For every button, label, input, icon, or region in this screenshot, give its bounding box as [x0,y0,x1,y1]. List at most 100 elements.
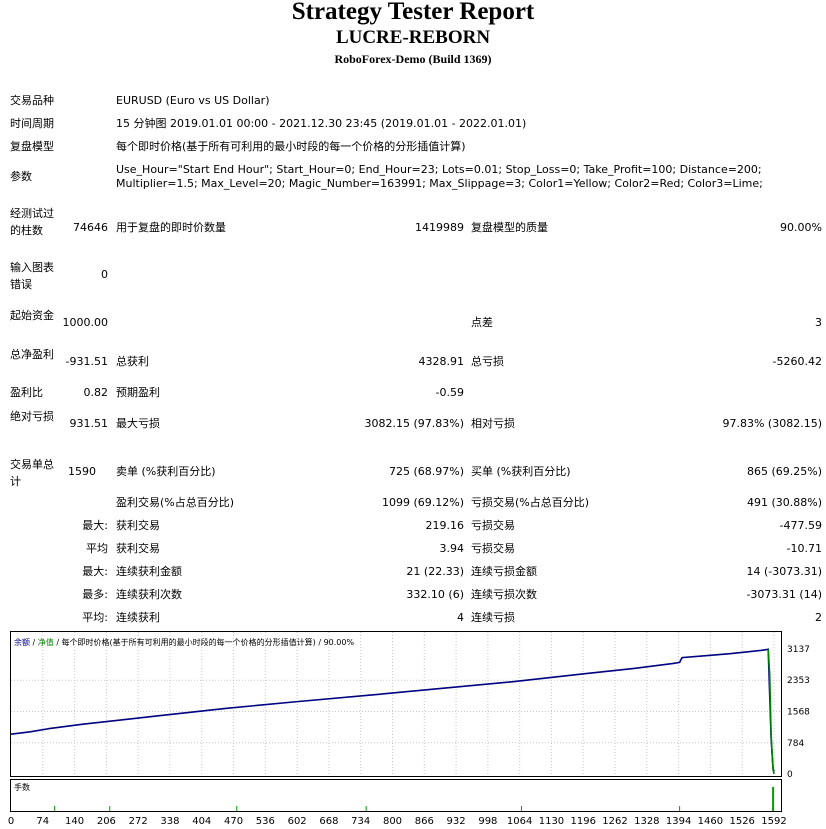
gross-profit-value: 4328.91 [418,355,465,368]
y-tick-label: 784 [787,739,804,749]
avg-prefix: 平均 [86,542,108,555]
spread-value: 3 [815,316,822,329]
avg-cons-loss-label: 连续亏损 [471,611,515,624]
pf-value: 0.82 [83,386,109,399]
x-tick-label: 536 [255,816,275,827]
x-tick-label: 932 [446,816,466,827]
quality-label: 复盘模型的质量 [471,221,548,234]
gross-loss-label: 总亏损 [471,355,504,368]
volume-label: 手数 [14,782,30,792]
x-tick-label: 602 [287,816,307,827]
ticks-label: 用于复盘的即时价数量 [116,221,226,234]
symbol-value: EURUSD (Euro vs US Dollar) [116,94,270,107]
params-line-1: Use_Hour="Start End Hour"; Start_Hour=0;… [116,163,762,176]
volume-bar [520,806,522,811]
legend-description: / 每个即时价格(基于所有可利用的最小时段的每一个价格的分形插值计算) / 90… [54,637,355,647]
x-tick-label: 272 [128,816,148,827]
quality-value: 90.00% [780,221,822,234]
long-value: 865 (69.25%) [746,465,822,478]
legend-equity: 净值 [38,637,54,647]
avg-loss-value: -10.71 [786,542,822,555]
volume-bar [54,806,56,811]
pf-label: 盈利比 [10,386,43,399]
avg-cons-win-label: 连续获利 [116,611,160,624]
short-label: 卖单 (%获利百分比) [116,465,216,478]
x-tick-label: 1328 [634,816,660,827]
win-value: 1099 (69.12%) [381,496,464,509]
rel-dd-value: 97.83% (3082.15) [722,417,822,430]
model-label: 复盘模型 [10,140,54,153]
deposit-value: 1000.00 [62,316,109,329]
x-tick-label: 206 [96,816,116,827]
y-tick-label: 0 [787,770,793,780]
spread-label: 点差 [471,316,493,329]
max-cons-win-value: 21 (22.33) [406,565,464,578]
avg-win-label: 获利交易 [116,542,160,555]
short-value: 725 (68.97%) [388,465,464,478]
bars-value: 74646 [73,221,108,234]
chart-grid [11,632,781,776]
params-label: 参数 [10,170,32,183]
most-cons-loss-value: -3073.31 (14) [746,588,822,601]
volume-bar [236,806,238,811]
trades-value: 1590 [68,465,96,478]
trades-label: 交易单总计 [10,458,54,488]
balance-equity-chart: 余额 / 净值 / 每个即时价格(基于所有可利用的最小时段的每一个价格的分形插值… [10,631,810,812]
max-dd-label: 最大亏损 [116,417,160,430]
most-cons-profit-label: 连续获利次数 [116,588,182,601]
params-line-2: Multiplier=1.5; Max_Level=20; Magic_Numb… [116,177,763,190]
net-label: 总净盈利 [10,348,54,361]
x-tick-label: 866 [414,816,434,827]
max-prefix: 最大: [82,565,108,578]
volume-bar [679,806,681,811]
most-cons-profit-value: 332.10 (6) [406,588,464,601]
legend-balance: 余额 [14,637,30,647]
y-tick-label: 2353 [787,676,810,686]
win-label: 盈利交易(%占总百分比) [116,496,235,509]
avg-win-value: 3.94 [439,542,465,555]
x-tick-label: 1196 [570,816,596,827]
x-tick-label: 338 [160,816,180,827]
payoff-label: 预期盈利 [116,386,160,399]
max-cons-loss-value: 14 (-3073.31) [746,565,822,578]
x-tick-label: 0 [7,816,15,827]
largest-win-value: 219.16 [425,519,465,532]
y-tick-label: 3137 [787,645,810,655]
max-cons-win-label: 连续获利金额 [116,565,182,578]
deposit-label: 起始资金 [10,309,54,322]
max-dd-value: 3082.15 (97.83%) [364,417,464,430]
chart-series [10,648,775,775]
model-value: 每个即时价格(基于所有可利用的最小时段的每一个价格的分形插值计算) [116,140,466,153]
period-label: 时间周期 [10,117,54,130]
server-name: RoboForex-Demo (Build 1369) [334,52,492,66]
x-tick-label: 734 [351,816,371,827]
x-tick-label: 800 [382,816,403,827]
x-tick-label: 1262 [602,816,628,827]
series-line [10,648,775,772]
report-title: Strategy Tester Report [291,0,535,25]
long-label: 买单 (%获利百分比) [471,465,571,478]
x-tick-label: 1526 [729,816,755,827]
y-axis-ticks: 3137 2353 1568 784 0 [787,645,810,780]
net-value: -931.51 [65,355,108,368]
avg-loss-label: 亏损交易 [471,542,515,555]
x-tick-label: 470 [223,816,244,827]
symbol-label: 交易品种 [10,94,54,107]
x-tick-label: 140 [65,816,85,827]
rel-dd-label: 相对亏损 [471,417,515,430]
largest-prefix: 最大: [82,519,108,532]
x-tick-label: 1592 [761,816,787,827]
bars-label: 经测试过的柱数 [10,207,54,237]
largest-loss-value: -477.59 [779,519,822,532]
loss-label: 亏损交易(%占总百分比) [471,496,590,509]
most-cons-loss-label: 连续亏损次数 [471,588,537,601]
most-prefix: 最多: [82,588,108,601]
chart-plot-frame [10,631,782,777]
gross-profit-label: 总获利 [116,355,149,368]
avg2-prefix: 平均: [82,611,108,624]
x-tick-label: 404 [192,816,212,827]
chart-legend: 余额 / 净值 / 每个即时价格(基于所有可利用的最小时段的每一个价格的分形插值… [14,637,354,647]
volume-bar [772,787,775,811]
abs-dd-value: 931.51 [69,417,109,430]
x-tick-label: 998 [478,816,498,827]
